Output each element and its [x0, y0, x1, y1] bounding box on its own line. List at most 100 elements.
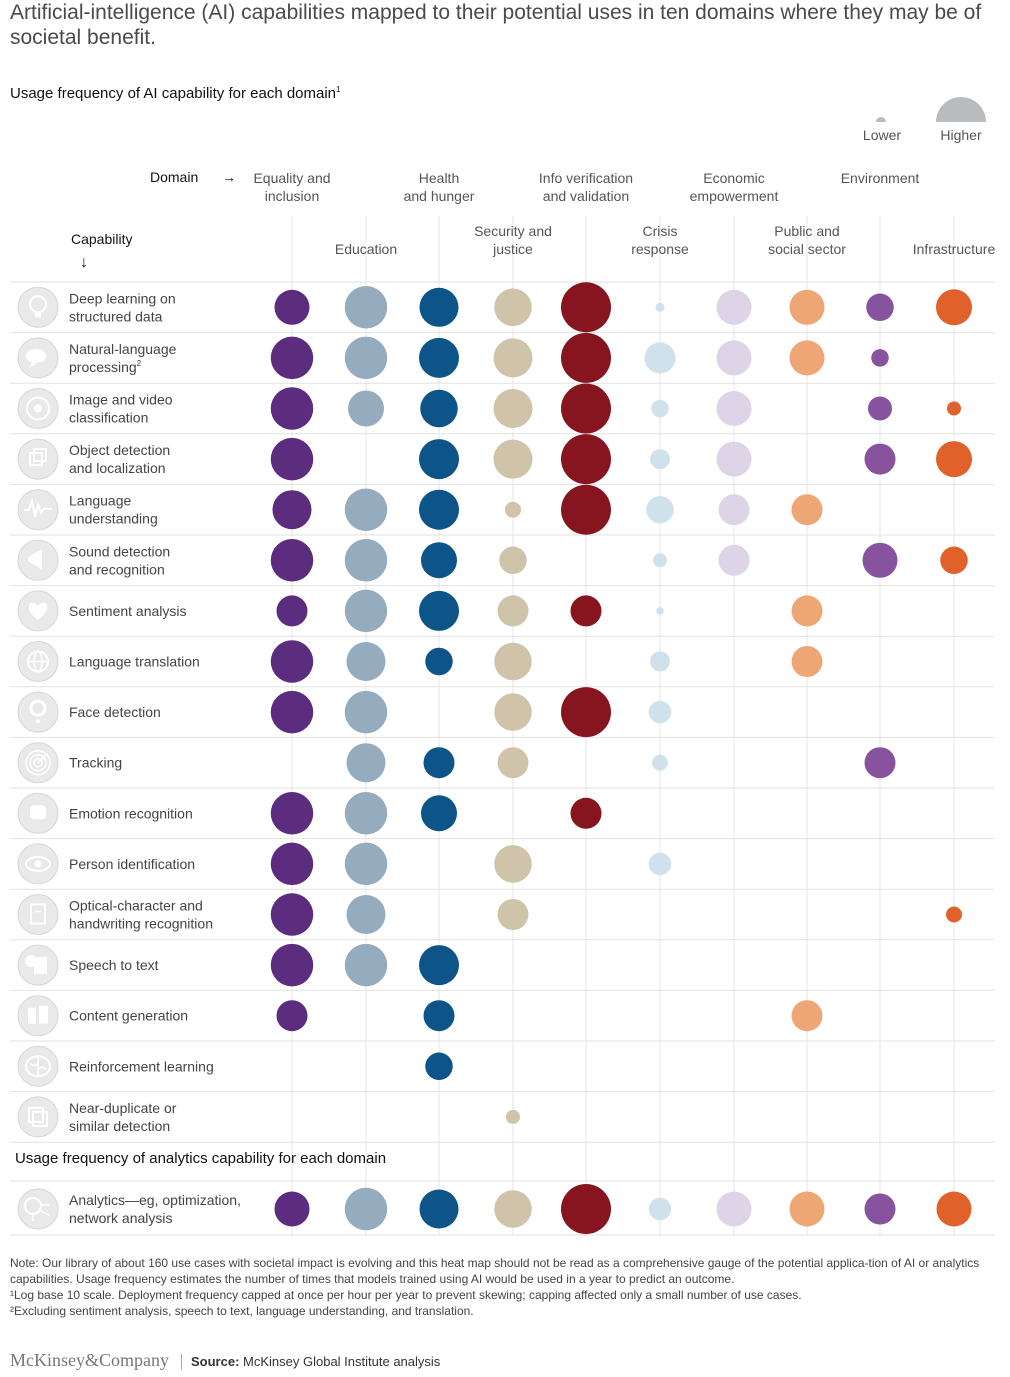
- notes: Note: Our library of about 160 use cases…: [10, 1255, 995, 1319]
- bubble-8: [862, 542, 898, 578]
- bubble-6: [716, 340, 752, 376]
- domain-column-label: Security and: [474, 223, 552, 239]
- cube-icon-part: [33, 448, 47, 463]
- bubble-0: [274, 289, 310, 325]
- footnote-1: ¹Log base 10 scale. Deployment frequency…: [10, 1288, 802, 1302]
- domain-column-label: Crisis: [643, 223, 678, 239]
- bubble-1: [344, 943, 388, 987]
- capability-label: Reinforcement learning: [69, 1058, 214, 1074]
- bubble-2: [419, 337, 459, 378]
- bubble-3: [497, 595, 529, 627]
- capability-label: similar detection: [69, 1118, 170, 1134]
- bubble-0: [276, 595, 308, 627]
- bubble-4: [561, 383, 611, 434]
- bubble-8: [864, 1193, 896, 1225]
- bubble-1: [344, 842, 388, 886]
- capability-label: Near-duplicate or: [69, 1100, 177, 1116]
- face-question-icon: [17, 691, 59, 733]
- capability-label: network analysis: [69, 1210, 173, 1226]
- bubble-3: [505, 501, 521, 518]
- bubble-1: [348, 390, 384, 427]
- bubble-3: [497, 747, 529, 779]
- capability-label: Content generation: [69, 1008, 188, 1024]
- bubble-6: [716, 441, 752, 477]
- bubble-1: [346, 743, 386, 783]
- footnote-marker: 2: [137, 359, 142, 368]
- bubble-4: [561, 1184, 611, 1234]
- capability-label: classification: [69, 410, 148, 426]
- bubble-2: [419, 590, 459, 631]
- bubble-9: [940, 546, 968, 575]
- bubble-3: [494, 1190, 532, 1228]
- capability-label: Natural-language: [69, 341, 177, 357]
- capability-label: structured data: [69, 308, 163, 324]
- domain-column-label: and validation: [543, 188, 629, 204]
- bubble-2: [425, 1052, 453, 1081]
- bubble-5: [653, 553, 667, 568]
- bubble-1: [344, 539, 388, 582]
- chart-subtitle: Usage frequency of AI capability for eac…: [10, 85, 340, 102]
- footnote-2: ²Excluding sentiment analysis, speech to…: [10, 1304, 474, 1318]
- capability-label: Sentiment analysis: [69, 603, 187, 619]
- note-text: Note: Our library of about 160 use cases…: [10, 1256, 980, 1286]
- face-question-icon-part: [29, 699, 47, 717]
- bubble-2: [419, 489, 459, 530]
- capability-label: Tracking: [69, 755, 122, 771]
- cube-icon-part: [29, 452, 43, 467]
- bubble-7: [791, 494, 823, 526]
- legend-higher-label: Higher: [940, 127, 982, 143]
- capability-label: Person identification: [69, 856, 195, 872]
- bubble-2: [420, 389, 458, 428]
- bubble-0: [270, 387, 314, 430]
- bubble-7: [789, 1191, 825, 1227]
- capability-label: Emotion recognition: [69, 805, 193, 821]
- bubble-1: [344, 792, 388, 835]
- right-arrow-icon: →: [222, 169, 236, 185]
- speech-bubbles-icon-part: [29, 361, 36, 368]
- brain-icon-part: [29, 1056, 47, 1077]
- capability-label: Speech to text: [69, 957, 159, 973]
- capability-axis-label: Capability: [71, 231, 133, 247]
- speech-bubbles-icon-part: [26, 348, 46, 363]
- speech-document-icon-part: [25, 955, 37, 968]
- bubble-6: [716, 289, 752, 325]
- circuit-icon: [17, 1188, 59, 1230]
- capability-label: Deep learning on: [69, 290, 176, 306]
- face-question-icon-part: [36, 719, 40, 724]
- bubble-2: [421, 795, 457, 832]
- radar-icon-part: [29, 753, 47, 772]
- bubble-2: [425, 647, 453, 676]
- capability-label: Face detection: [69, 704, 161, 720]
- domain-axis-label: Domain: [150, 169, 199, 185]
- bubble-2: [423, 747, 455, 779]
- bubble-2: [423, 1000, 455, 1032]
- bubble-9: [936, 441, 972, 478]
- document-pen-icon: [17, 894, 59, 935]
- domain-column-label: Economic: [703, 170, 764, 186]
- legend-lower-label: Lower: [862, 127, 902, 143]
- bubble-0: [270, 792, 314, 835]
- duplicate-squares-icon-part: [32, 1110, 48, 1127]
- radar-icon-part: [33, 757, 43, 768]
- bubble-4: [570, 797, 602, 829]
- circuit-icon-part: [32, 1204, 50, 1221]
- bubble-4: [570, 595, 602, 627]
- bubble-0: [270, 437, 314, 481]
- bubble-2: [419, 287, 459, 327]
- bubble-7: [789, 340, 825, 376]
- bubble-9: [947, 401, 961, 416]
- bubble-0: [270, 336, 314, 380]
- domain-column-label: social sector: [768, 241, 846, 257]
- capability-label: Language: [69, 493, 132, 509]
- bubble-3: [493, 439, 533, 479]
- bubble-0: [274, 1191, 310, 1227]
- bubble-4: [561, 282, 611, 333]
- bubble-8: [864, 443, 896, 475]
- analytics-section-title: Usage frequency of analytics capability …: [15, 1150, 387, 1167]
- capability-label: processing2: [69, 359, 142, 375]
- bubble-1: [344, 690, 388, 734]
- domain-column-label: Health: [419, 170, 459, 186]
- bubble-0: [270, 943, 314, 987]
- bubble-5: [652, 754, 668, 771]
- bubble-1: [344, 336, 388, 380]
